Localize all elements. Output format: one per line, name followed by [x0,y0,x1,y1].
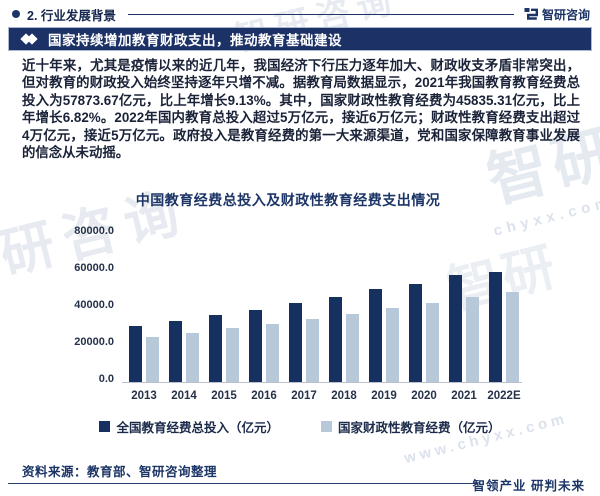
bar-2015-series1 [226,328,239,382]
x-axis-tick-label: 2016 [251,390,277,402]
bar-2016-series0 [249,310,262,382]
x-axis-tick-label: 2014 [171,390,197,402]
bar-chart: 中国教育经费总投入及财政性教育经费支出情况 全国教育经费总投入（亿元） 国家财政… [0,186,600,452]
x-axis-tick-label: 2019 [371,390,397,402]
x-axis-line [122,382,522,383]
chart-legend: 全国教育经费总投入（亿元） 国家财政性教育经费（亿元） [0,417,600,436]
x-axis-tick-label: 2017 [291,390,317,402]
y-axis-tick-label: 40000.0 [74,299,114,311]
x-axis-tick-label: 2018 [331,390,357,402]
y-axis-tick-label: 20000.0 [74,336,114,348]
brand-name: 智研咨询 [541,7,590,22]
legend-item-fiscal: 国家财政性教育经费（亿元） [321,417,501,436]
legend-item-total: 全国教育经费总投入（亿元） [99,417,279,436]
bar-2021-series1 [466,297,479,382]
y-axis-tick-label: 80000.0 [74,225,114,237]
footer-tagline: 智领产业 研判未来 [472,479,585,493]
bar-2014-series1 [186,333,199,382]
bar-2019-series0 [369,289,382,382]
source-note: 资料来源：教育部、智研咨询整理 [22,465,218,479]
bar-2022E-series0 [489,272,502,382]
bullet-icon [12,10,20,18]
x-axis-tick-label: 2022E [487,390,521,402]
footer-divider [8,483,478,484]
banner-title: 国家持续增加教育财政支出，推动教育基础建设 [48,33,342,48]
bar-2020-series0 [409,284,422,382]
bar-2021-series0 [449,275,462,382]
bar-2013-series0 [129,326,142,382]
bar-2018-series1 [346,314,359,382]
bar-2018-series0 [329,297,342,382]
brand-logo-icon [524,7,538,21]
x-axis-tick-label: 2015 [211,390,237,402]
double-diamond-icon [20,33,38,45]
bar-2016-series1 [266,324,279,382]
bar-2014-series0 [169,321,182,382]
bar-2019-series1 [386,308,399,382]
bar-2015-series0 [209,315,222,382]
page-header: 2. 行业发展背景 智研咨询 [12,5,590,23]
legend-swatch-total [99,421,111,432]
bar-2017-series0 [289,303,302,382]
body-paragraph: 近十年来，尤其是疫情以来的近几年，我国经济下行压力逐年加大、财政收支矛盾非常突出… [22,58,580,161]
x-axis-tick-label: 2021 [451,390,477,402]
bar-2022E-series1 [506,292,519,382]
y-axis-tick-label: 60000.0 [74,262,114,274]
x-axis-tick-label: 2020 [411,390,437,402]
bar-2020-series1 [426,303,439,382]
legend-label-total: 全国教育经费总投入（亿元） [116,421,279,435]
section-title: 2. 行业发展背景 [27,8,116,23]
bar-2017-series1 [306,319,319,382]
header-divider [127,13,514,15]
section-banner: 国家持续增加教育财政支出，推动教育基础建设 [8,27,592,51]
x-axis-tick-label: 2013 [131,390,157,402]
legend-swatch-fiscal [321,421,332,432]
chart-title: 中国教育经费总投入及财政性教育经费支出情况 [135,192,441,208]
bar-2013-series1 [146,337,159,382]
legend-label-fiscal: 国家财政性教育经费（亿元） [338,421,501,435]
y-axis-tick-label: 0.0 [98,373,114,385]
